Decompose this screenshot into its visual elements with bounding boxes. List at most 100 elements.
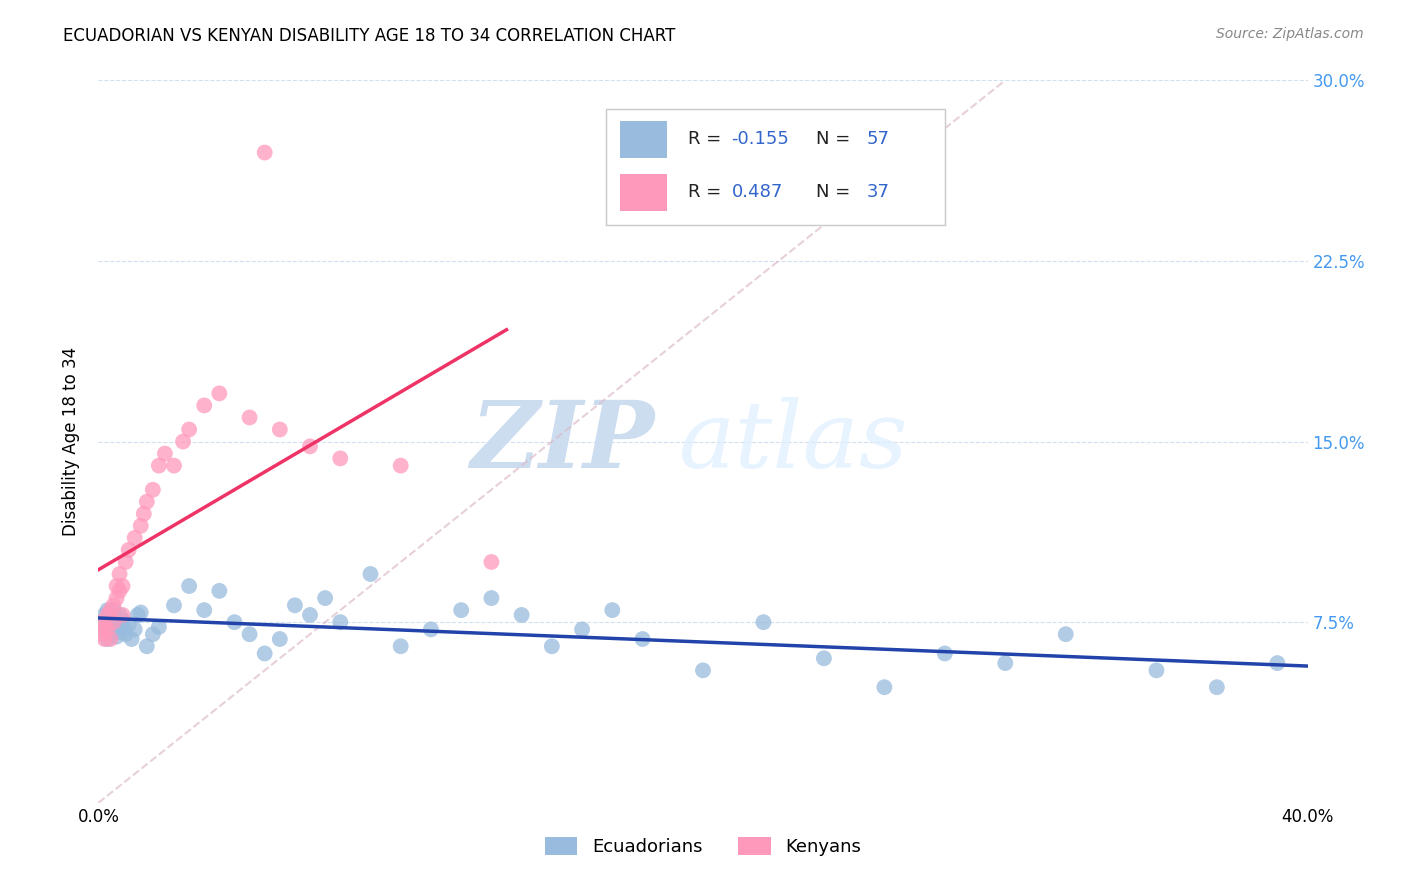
Point <box>111 620 134 634</box>
Point <box>96 623 118 637</box>
Point <box>111 607 134 622</box>
Point <box>105 579 128 593</box>
Point <box>239 410 262 425</box>
Point <box>93 632 115 646</box>
Point <box>153 446 176 460</box>
Point <box>163 599 186 613</box>
Point <box>224 615 246 630</box>
Point <box>135 639 157 653</box>
Point <box>105 630 128 644</box>
Point <box>93 623 115 637</box>
Point <box>100 627 122 641</box>
Point <box>389 639 412 653</box>
Point <box>100 632 122 646</box>
Point <box>108 567 131 582</box>
Point <box>934 647 956 661</box>
Point <box>108 624 131 639</box>
Point <box>239 627 262 641</box>
Point <box>114 555 136 569</box>
Text: Source: ZipAtlas.com: Source: ZipAtlas.com <box>1216 27 1364 41</box>
Point <box>118 617 141 632</box>
Point <box>127 607 149 622</box>
Point <box>100 603 122 617</box>
Point <box>96 603 118 617</box>
Point <box>994 656 1017 670</box>
Text: atlas: atlas <box>679 397 908 486</box>
Point <box>314 591 336 605</box>
Point <box>105 591 128 605</box>
Point <box>253 145 276 160</box>
Point <box>132 507 155 521</box>
Point <box>389 458 412 473</box>
Point <box>873 680 896 694</box>
Point <box>103 603 125 617</box>
Point <box>329 451 352 466</box>
Point <box>93 620 115 634</box>
Point <box>124 531 146 545</box>
Point <box>193 603 215 617</box>
Point <box>129 518 152 533</box>
Point <box>179 422 201 436</box>
Point <box>1144 664 1167 678</box>
Point <box>420 623 443 637</box>
Point <box>631 632 654 646</box>
Point <box>360 567 382 582</box>
Point <box>510 607 533 622</box>
Point <box>114 627 136 641</box>
Point <box>172 434 194 449</box>
Point <box>100 613 122 627</box>
Point <box>299 607 322 622</box>
Point <box>90 615 112 630</box>
Point <box>108 583 131 598</box>
Point <box>135 494 157 508</box>
Point <box>93 607 115 622</box>
Point <box>540 639 562 653</box>
Point <box>299 439 322 453</box>
Text: ECUADORIAN VS KENYAN DISABILITY AGE 18 TO 34 CORRELATION CHART: ECUADORIAN VS KENYAN DISABILITY AGE 18 T… <box>63 27 676 45</box>
Point <box>103 599 125 613</box>
Point <box>142 627 165 641</box>
Point <box>284 599 307 613</box>
Point <box>148 458 170 473</box>
Point <box>105 617 128 632</box>
Point <box>129 606 152 620</box>
Point <box>118 542 141 557</box>
Point <box>103 615 125 630</box>
Point <box>111 613 134 627</box>
Point <box>752 615 775 630</box>
Point <box>148 620 170 634</box>
Y-axis label: Disability Age 18 to 34: Disability Age 18 to 34 <box>62 347 80 536</box>
Point <box>111 620 134 634</box>
Point <box>179 579 201 593</box>
Point <box>481 591 503 605</box>
Point <box>193 398 215 412</box>
Point <box>329 615 352 630</box>
Point <box>602 603 624 617</box>
Point <box>142 483 165 497</box>
Point <box>96 607 118 622</box>
Point <box>163 458 186 473</box>
Point <box>1206 680 1229 694</box>
Point <box>103 620 125 634</box>
Text: ZIP: ZIP <box>471 397 655 486</box>
Point <box>208 583 231 598</box>
Point <box>208 386 231 401</box>
Point <box>124 623 146 637</box>
Point <box>253 647 276 661</box>
Point <box>96 632 118 646</box>
Point <box>269 632 291 646</box>
Point <box>111 579 134 593</box>
Point <box>90 615 112 630</box>
Point <box>269 422 291 436</box>
Point <box>571 623 593 637</box>
Legend: Ecuadorians, Kenyans: Ecuadorians, Kenyans <box>536 828 870 865</box>
Point <box>481 555 503 569</box>
Point <box>1267 656 1289 670</box>
Point <box>121 632 143 646</box>
Point <box>108 607 131 622</box>
Point <box>692 664 714 678</box>
Point <box>450 603 472 617</box>
Point <box>813 651 835 665</box>
Point <box>90 627 112 641</box>
Point <box>1054 627 1077 641</box>
